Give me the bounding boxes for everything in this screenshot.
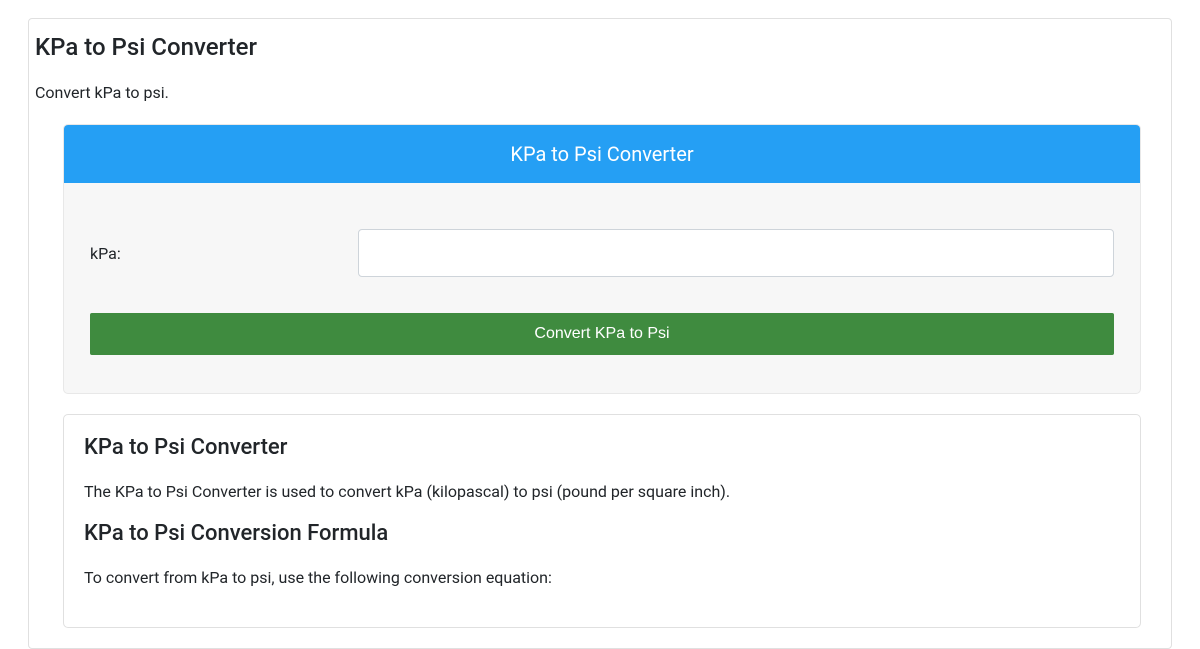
- info-description: The KPa to Psi Converter is used to conv…: [84, 482, 1120, 501]
- page-title: KPa to Psi Converter: [29, 33, 1171, 61]
- input-row: kPa:: [90, 229, 1114, 277]
- page-header: KPa to Psi Converter Convert kPa to psi.: [29, 33, 1171, 102]
- main-container: KPa to Psi Converter Convert kPa to psi.…: [28, 18, 1172, 649]
- converter-header: KPa to Psi Converter: [64, 125, 1140, 183]
- page-subtitle: Convert kPa to psi.: [29, 83, 1171, 102]
- kpa-input[interactable]: [358, 229, 1114, 277]
- info-card: KPa to Psi Converter The KPa to Psi Conv…: [63, 414, 1141, 628]
- convert-button[interactable]: Convert KPa to Psi: [90, 313, 1114, 355]
- info-title: KPa to Psi Converter: [84, 435, 1120, 460]
- kpa-input-label: kPa:: [90, 244, 358, 263]
- formula-title: KPa to Psi Conversion Formula: [84, 521, 1120, 546]
- converter-card: KPa to Psi Converter kPa: Convert KPa to…: [63, 124, 1141, 394]
- formula-intro: To convert from kPa to psi, use the foll…: [84, 568, 1120, 587]
- converter-body: kPa: Convert KPa to Psi: [64, 183, 1140, 393]
